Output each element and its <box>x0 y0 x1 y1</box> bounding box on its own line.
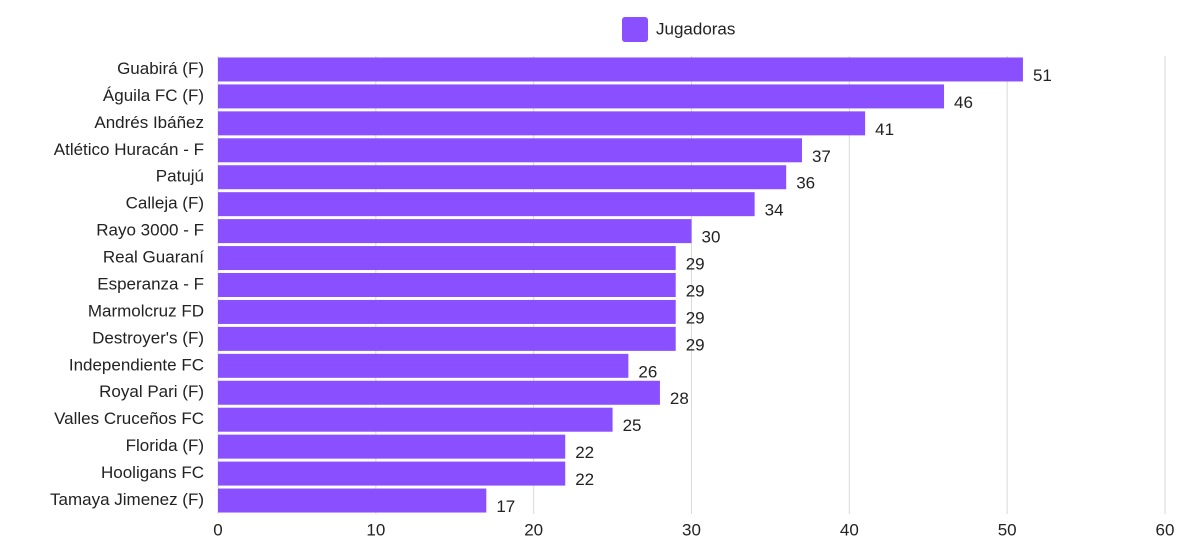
bar <box>218 246 676 271</box>
value-label: 41 <box>875 120 894 139</box>
x-tick-label: 60 <box>1156 520 1175 539</box>
value-label: 28 <box>670 389 689 408</box>
bar <box>218 326 676 351</box>
y-tick-label: Patujú <box>156 167 204 186</box>
value-label: 46 <box>954 93 973 112</box>
bar <box>218 138 802 163</box>
value-label: 51 <box>1033 66 1052 85</box>
y-tick-label: Andrés Ibáñez <box>94 113 204 132</box>
value-label: 36 <box>796 174 815 193</box>
value-label: 29 <box>686 281 705 300</box>
y-tick-label: Marmolcruz FD <box>88 301 204 320</box>
x-tick-label: 0 <box>213 520 222 539</box>
bar <box>218 273 676 297</box>
value-label: 37 <box>812 147 831 166</box>
value-label: 17 <box>496 497 515 516</box>
y-tick-label: Hooligans FC <box>101 463 204 482</box>
y-tick-label: Guabirá (F) <box>117 59 204 78</box>
x-tick-label: 20 <box>524 520 543 539</box>
y-tick-label: Destroyer's (F) <box>92 328 204 347</box>
bar <box>218 299 676 324</box>
value-label: 22 <box>575 470 594 489</box>
y-tick-label: Independiente FC <box>69 355 204 374</box>
bar <box>218 219 692 244</box>
x-tick-label: 50 <box>998 520 1017 539</box>
bar <box>218 380 660 405</box>
value-label: 25 <box>623 416 642 435</box>
value-label: 29 <box>686 335 705 354</box>
x-tick-label: 30 <box>682 520 701 539</box>
x-tick-label: 10 <box>366 520 385 539</box>
y-tick-label: Rayo 3000 - F <box>96 221 204 240</box>
bar <box>218 488 487 513</box>
bar <box>218 407 613 432</box>
bar <box>218 84 945 109</box>
legend-swatch <box>622 17 648 42</box>
bar <box>218 434 566 459</box>
bar <box>218 57 1023 82</box>
y-tick-label: Esperanza - F <box>97 274 204 293</box>
y-tick-label: Calleja (F) <box>126 194 204 213</box>
bar <box>218 192 755 217</box>
y-tick-label: Florida (F) <box>126 436 204 455</box>
bar <box>218 353 629 378</box>
value-label: 26 <box>638 362 657 381</box>
y-tick-label: Tamaya Jimenez (F) <box>50 490 204 509</box>
bar <box>218 165 787 190</box>
y-tick-label: Royal Pari (F) <box>99 382 204 401</box>
y-tick-label: Valles Cruceños FC <box>54 409 204 428</box>
bar <box>218 461 566 486</box>
y-tick-label: Águila FC (F) <box>103 86 204 105</box>
value-label: 29 <box>686 308 705 327</box>
value-label: 34 <box>765 201 784 220</box>
bar <box>218 111 866 136</box>
value-label: 22 <box>575 443 594 462</box>
y-tick-label: Real Guaraní <box>103 248 204 267</box>
value-label: 30 <box>702 228 721 247</box>
x-tick-label: 40 <box>840 520 859 539</box>
legend-label: Jugadoras <box>656 19 735 38</box>
value-label: 29 <box>686 255 705 274</box>
y-tick-label: Atlético Huracán - F <box>54 140 204 159</box>
